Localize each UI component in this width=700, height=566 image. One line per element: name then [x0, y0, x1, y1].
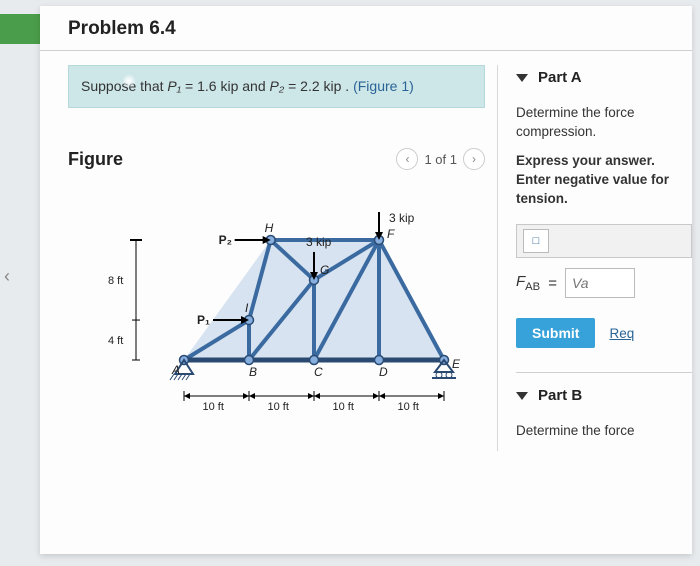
answer-row: FAB = — [516, 268, 692, 298]
svg-text:B: B — [249, 365, 257, 379]
svg-text:G: G — [320, 263, 329, 277]
svg-text:10 ft: 10 ft — [268, 401, 289, 413]
part-divider — [516, 372, 692, 373]
problem-page: Problem 6.4 Suppose that P₁ = 1.6 kip an… — [40, 6, 692, 554]
svg-text:C: C — [314, 365, 323, 379]
answer-input[interactable] — [565, 268, 635, 298]
figure-pager: ‹ 1 of 1 › — [396, 148, 485, 170]
collapse-icon — [516, 392, 528, 400]
prev-page-chevron[interactable]: ‹ — [0, 266, 14, 290]
svg-text:3 kip: 3 kip — [389, 211, 415, 225]
right-column: Part A Determine the force compression. … — [498, 65, 692, 451]
svg-text:D: D — [379, 365, 388, 379]
txt: = 1.6 kip — [181, 78, 238, 94]
part-b-desc: Determine the force — [516, 422, 692, 441]
submit-button[interactable]: Submit — [516, 318, 595, 348]
toolbar-format-button[interactable]: □ — [523, 229, 549, 253]
var-letter: F — [516, 273, 525, 290]
svg-text:E: E — [452, 357, 461, 371]
svg-text:A: A — [171, 363, 180, 377]
part-b-header[interactable]: Part B — [516, 387, 692, 404]
collapse-icon — [516, 74, 528, 82]
var-sub: AB — [525, 281, 540, 293]
part-a-title: Part A — [538, 69, 582, 86]
request-answer-link[interactable]: Req — [609, 326, 634, 341]
part-a-desc2: Express your answer. Enter negative valu… — [516, 152, 692, 209]
svg-text:10 ft: 10 ft — [203, 401, 224, 413]
svg-text:3 kip: 3 kip — [306, 235, 332, 249]
figure-next-button[interactable]: › — [463, 148, 485, 170]
answer-var: FAB — [516, 273, 540, 293]
figure-link[interactable]: (Figure 1) — [353, 78, 414, 94]
svg-text:10 ft: 10 ft — [333, 401, 354, 413]
part-a-header[interactable]: Part A — [516, 69, 692, 86]
glare — [122, 74, 136, 88]
svg-text:8 ft: 8 ft — [108, 275, 123, 287]
svg-text:4 ft: 4 ft — [108, 335, 123, 347]
svg-text:F: F — [387, 227, 395, 241]
txt: and — [238, 78, 269, 94]
pager-text: 1 of 1 — [424, 152, 457, 167]
figure-prev-button[interactable]: ‹ — [396, 148, 418, 170]
problem-title: Problem 6.4 — [40, 6, 692, 50]
var-p1: P₁ — [167, 78, 181, 94]
txt: . — [341, 78, 353, 94]
part-b-title: Part B — [538, 387, 582, 404]
var-p2: P₂ — [270, 78, 285, 94]
left-column: Suppose that P₁ = 1.6 kip and P₂ = 2.2 k… — [68, 65, 498, 451]
txt: = 2.2 kip — [284, 78, 341, 94]
answer-toolbar: □ — [516, 224, 692, 258]
svg-text:P₂: P₂ — [219, 233, 232, 247]
truss-figure: 3 kip3 kipP₁P₂ABCDEIGFH10 ft10 ft10 ft10… — [74, 200, 474, 430]
svg-text:P₁: P₁ — [197, 313, 210, 327]
progress-tab — [0, 14, 40, 44]
part-a-desc1: Determine the force compression. — [516, 104, 692, 142]
figure-heading: Figure — [68, 149, 123, 170]
svg-text:10 ft: 10 ft — [398, 401, 419, 413]
equals: = — [548, 275, 557, 292]
svg-text:H: H — [265, 221, 274, 235]
truss-svg: 3 kip3 kipP₁P₂ABCDEIGFH10 ft10 ft10 ft10… — [74, 200, 474, 430]
